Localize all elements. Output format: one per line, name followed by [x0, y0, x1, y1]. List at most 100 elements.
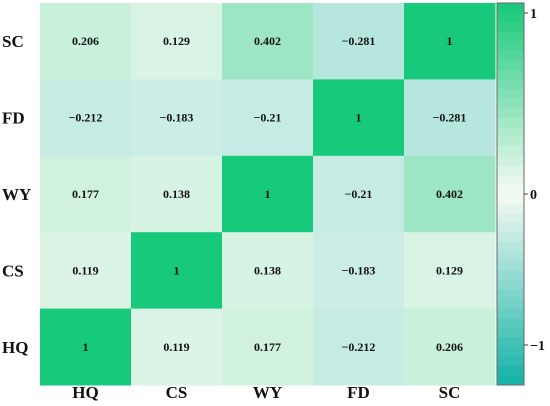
heatmap-cell	[40, 232, 132, 310]
cell-value-label: 0.177	[72, 187, 99, 201]
heatmap-cell	[222, 308, 314, 386]
colorbar-segment	[497, 98, 524, 109]
colorbar-segment	[497, 232, 524, 243]
colorbar-segment	[497, 174, 524, 185]
heatmap-cell	[222, 232, 314, 310]
colorbar-segment	[497, 31, 524, 42]
heatmap-cell	[222, 79, 314, 157]
cell-value-label: −0.183	[342, 263, 376, 277]
y-tick-label: CS	[2, 261, 24, 280]
y-tick-label: SC	[2, 32, 24, 51]
heatmap-cell	[404, 232, 496, 310]
heatmap-cell	[404, 155, 496, 233]
colorbar-segment	[497, 308, 524, 319]
cell-value-label: 1	[356, 111, 362, 125]
heatmap-cell	[404, 3, 496, 80]
cell-value-label: −0.281	[342, 34, 376, 48]
colorbar-segment	[497, 117, 524, 128]
x-tick-label: CS	[166, 383, 188, 402]
colorbar-segment	[497, 365, 524, 376]
cell-value-label: 0.119	[163, 340, 189, 354]
y-tick-label: HQ	[2, 338, 28, 357]
cell-value-label: 0.129	[163, 34, 190, 48]
colorbar-segment	[497, 3, 524, 13]
colorbar-segment	[497, 165, 524, 176]
cell-value-label: −0.212	[342, 340, 376, 354]
colorbar-segment	[497, 79, 524, 90]
heatmap-cell-labels: 0.206 0.129 0.402 −0.281 1 −0.212 −0.183 −0.21 1…	[69, 34, 467, 354]
cell-value-label: 0.206	[436, 340, 463, 354]
x-axis-tick-labels: HQ CS WY FD SC	[72, 383, 460, 402]
colorbar-tick-label: −1	[530, 339, 545, 354]
colorbar-segment	[497, 346, 524, 357]
colorbar-segment	[497, 155, 524, 166]
colorbar-segment	[497, 203, 524, 214]
colorbar-segment	[497, 88, 524, 99]
cell-value-label: −0.183	[160, 111, 194, 125]
cell-value-label: 0.206	[72, 34, 99, 48]
colorbar-segment	[497, 251, 524, 262]
colorbar-segment	[497, 299, 524, 309]
colorbar-segment	[497, 260, 524, 271]
colorbar: 1 0 −1	[496, 2, 545, 386]
heatmap-cell	[40, 308, 132, 386]
heatmap-cell	[40, 79, 132, 157]
heatmap-cell	[131, 79, 223, 157]
heatmap-cell	[313, 3, 405, 80]
cell-value-label: 0.177	[254, 340, 281, 354]
cell-value-label: −0.21	[254, 111, 282, 125]
heatmap-cell	[40, 155, 132, 233]
heatmap-cell	[404, 308, 496, 386]
cell-value-label: 0.402	[436, 187, 463, 201]
cell-value-label: 1	[83, 340, 89, 354]
colorbar-segment	[497, 22, 524, 33]
heatmap-cell	[313, 79, 405, 157]
heatmap-cell	[404, 79, 496, 157]
cell-value-label: 0.119	[72, 263, 98, 277]
cell-value-label: 0.402	[254, 34, 281, 48]
cell-value-label: 1	[265, 187, 271, 201]
colorbar-segment	[497, 241, 524, 252]
heatmap-cell	[131, 155, 223, 233]
colorbar-tick-label: 1	[530, 7, 537, 22]
cell-value-label: −0.212	[69, 111, 103, 125]
colorbar-segment	[497, 69, 524, 80]
x-tick-label: FD	[347, 383, 370, 402]
cell-value-label: 0.138	[163, 187, 190, 201]
colorbar-segment	[497, 318, 524, 329]
heatmap-cell	[222, 155, 314, 233]
colorbar-segment	[497, 222, 524, 233]
colorbar-segment	[497, 270, 524, 281]
colorbar-segment	[497, 60, 524, 71]
heatmap-cell	[313, 155, 405, 233]
colorbar-segment	[497, 327, 524, 338]
colorbar-segment	[497, 108, 524, 118]
cell-value-label: −0.21	[345, 187, 373, 201]
heatmap-cell	[313, 308, 405, 386]
cell-value-label: 1	[447, 34, 453, 48]
colorbar-tick-label: 0	[530, 188, 537, 203]
colorbar-segment	[497, 136, 524, 147]
heatmap-cell	[313, 232, 405, 310]
cell-value-label: 0.138	[254, 263, 281, 277]
colorbar-segment	[497, 213, 524, 224]
heatmap-cell	[40, 3, 132, 80]
cell-value-label: 0.129	[436, 263, 463, 277]
x-tick-label: WY	[253, 383, 282, 402]
colorbar-segment	[497, 50, 524, 61]
colorbar-segment	[497, 184, 524, 195]
heatmap-cell	[131, 232, 223, 310]
colorbar-segment	[497, 356, 524, 367]
heatmap-cell	[131, 308, 223, 386]
colorbar-segment	[497, 127, 524, 138]
y-axis-tick-labels: SC FD WY CS HQ	[2, 32, 31, 357]
heatmap-cell	[131, 3, 223, 80]
colorbar-segment	[497, 12, 524, 23]
heatmap-cell	[222, 3, 314, 80]
cell-value-label: 1	[174, 263, 180, 277]
colorbar-segment	[497, 289, 524, 300]
colorbar-segment	[497, 375, 524, 386]
x-tick-label: SC	[439, 383, 461, 402]
colorbar-segment	[497, 279, 524, 290]
colorbar-segment	[497, 194, 524, 204]
